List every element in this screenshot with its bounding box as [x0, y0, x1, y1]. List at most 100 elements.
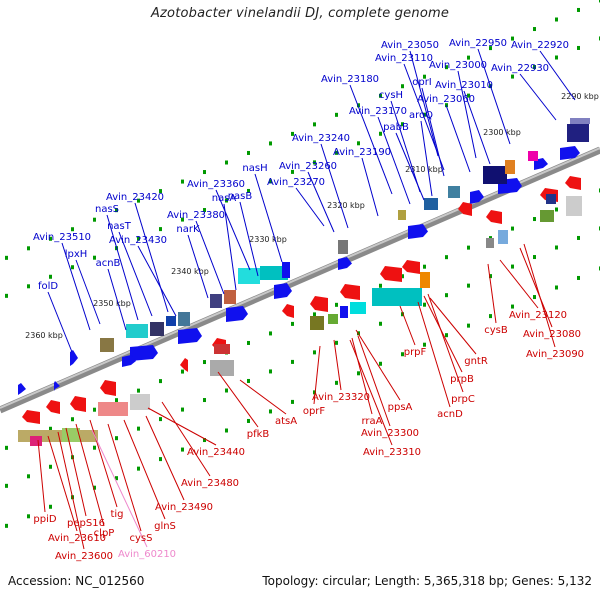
reverse-gene-leader	[147, 407, 217, 446]
scale-dot	[115, 208, 118, 213]
scale-dot	[225, 198, 228, 203]
scale-dot	[5, 293, 8, 298]
reverse-gene-arrow	[100, 380, 116, 396]
forward-gene-leader	[295, 187, 325, 227]
scale-dot	[445, 65, 448, 70]
reverse-gene-arrow	[22, 410, 40, 424]
scale-dot	[159, 227, 162, 232]
forward-gene-label: nasS	[95, 204, 119, 215]
feature-box	[528, 151, 538, 161]
feature-box	[340, 306, 348, 318]
scale-dot	[489, 274, 492, 279]
reverse-gene-leader	[333, 339, 342, 391]
reverse-gene-label: clpP	[94, 528, 115, 539]
feature-box	[150, 322, 164, 336]
reverse-gene-leader	[499, 259, 539, 309]
scale-tick-label: 2300 kbp	[483, 128, 521, 137]
scale-dot	[313, 390, 316, 395]
reverse-gene-label: prpC	[451, 394, 475, 405]
reverse-gene-label: ppsA	[388, 402, 413, 413]
scale-dot	[203, 208, 206, 213]
forward-gene-leader	[307, 171, 335, 233]
feature-box	[398, 210, 406, 220]
forward-gene-leader	[187, 234, 209, 299]
genome-stats-label: Topology: circular; Length: 5,365,318 bp…	[262, 574, 592, 588]
feature-box	[448, 186, 460, 198]
reverse-gene-leader	[123, 419, 166, 520]
feature-blocks	[18, 118, 590, 446]
forward-gene-arrow	[122, 355, 136, 367]
reverse-gene-leader	[423, 295, 463, 373]
reverse-gene-leader	[75, 423, 105, 527]
reverse-gene-arrow	[565, 176, 581, 190]
scale-tick-label: 2290 kbp	[561, 92, 599, 101]
feature-box	[130, 394, 150, 410]
scale-dot	[247, 418, 250, 423]
feature-box	[338, 240, 348, 254]
scale-dot	[313, 312, 316, 317]
reverse-gene-label: cysB	[484, 325, 508, 336]
forward-gene-label: Avin_23240	[292, 133, 350, 144]
forward-gene-label: Avin_23180	[321, 74, 379, 85]
scale-dot	[577, 235, 580, 240]
scale-dot	[577, 45, 580, 50]
scale-dot	[5, 483, 8, 488]
scale-dot	[401, 84, 404, 89]
scale-tick-label: 2340 kbp	[171, 267, 209, 276]
forward-gene-leader	[403, 63, 445, 171]
forward-gene-label: Avin_23170	[349, 106, 407, 117]
feature-box	[328, 314, 338, 324]
scale-dot	[49, 426, 52, 431]
forward-gene-arrow	[130, 345, 158, 361]
pseudogene-leader	[91, 429, 148, 548]
scale-dot	[93, 445, 96, 450]
reverse-gene-leader	[349, 339, 393, 446]
scale-dot	[401, 312, 404, 317]
reverse-gene-leader	[89, 419, 118, 508]
forward-gene-leader	[409, 50, 439, 157]
forward-gene-arrow	[18, 383, 26, 395]
scale-dot	[137, 236, 140, 241]
forward-gene-arrow	[226, 306, 248, 322]
reverse-gene-label: gntR	[464, 356, 488, 367]
forward-gene-label: Avin_23510	[33, 232, 91, 243]
forward-gene-arrow	[70, 350, 78, 366]
scale-dot	[335, 380, 338, 385]
feature-box	[570, 118, 590, 124]
feature-box	[372, 288, 422, 306]
forward-gene-label: Avin_22920	[511, 40, 569, 51]
forward-gene-label: oprI	[412, 77, 432, 88]
scale-dot	[247, 340, 250, 345]
forward-gene-leader	[118, 231, 153, 317]
reverse-gene-leader	[239, 379, 287, 415]
forward-gene-label: aroQ	[409, 110, 433, 121]
scale-dot	[225, 388, 228, 393]
reverse-gene-leader	[313, 345, 321, 405]
scale-dot	[181, 447, 184, 452]
forward-gene-leader	[47, 291, 73, 353]
forward-gene-label: Avin_23360	[187, 179, 245, 190]
scale-dot	[489, 46, 492, 51]
feature-box	[282, 262, 290, 278]
scale-dot	[467, 283, 470, 288]
forward-gene-arrow	[274, 283, 292, 299]
forward-gene-label: Avin_23380	[167, 210, 225, 221]
scale-dot	[555, 285, 558, 290]
forward-gene-arrow	[338, 257, 352, 270]
forward-gene-label: Avin_23270	[267, 177, 325, 188]
scale-dot	[93, 255, 96, 260]
reverse-gene-label: Avin_23120	[509, 310, 567, 321]
gene-labels: Avin_23050 Avin_22950 Avin_23110 Avin_22920…	[33, 38, 584, 562]
reverse-gene-leader	[519, 247, 553, 328]
forward-gene-label: nasT	[107, 221, 132, 232]
reverse-gene-arrow	[310, 296, 328, 312]
reverse-gene-leader	[107, 423, 142, 532]
reverse-gene-arrow	[458, 202, 472, 216]
scale-dot	[555, 17, 558, 22]
forward-gene-label: nasA	[212, 193, 237, 204]
reverse-gene-arrow	[486, 210, 502, 224]
reverse-gene-label: Avin_23490	[155, 502, 213, 513]
scale-dot	[379, 93, 382, 98]
scale-dot	[379, 361, 382, 366]
scale-dot	[533, 217, 536, 222]
